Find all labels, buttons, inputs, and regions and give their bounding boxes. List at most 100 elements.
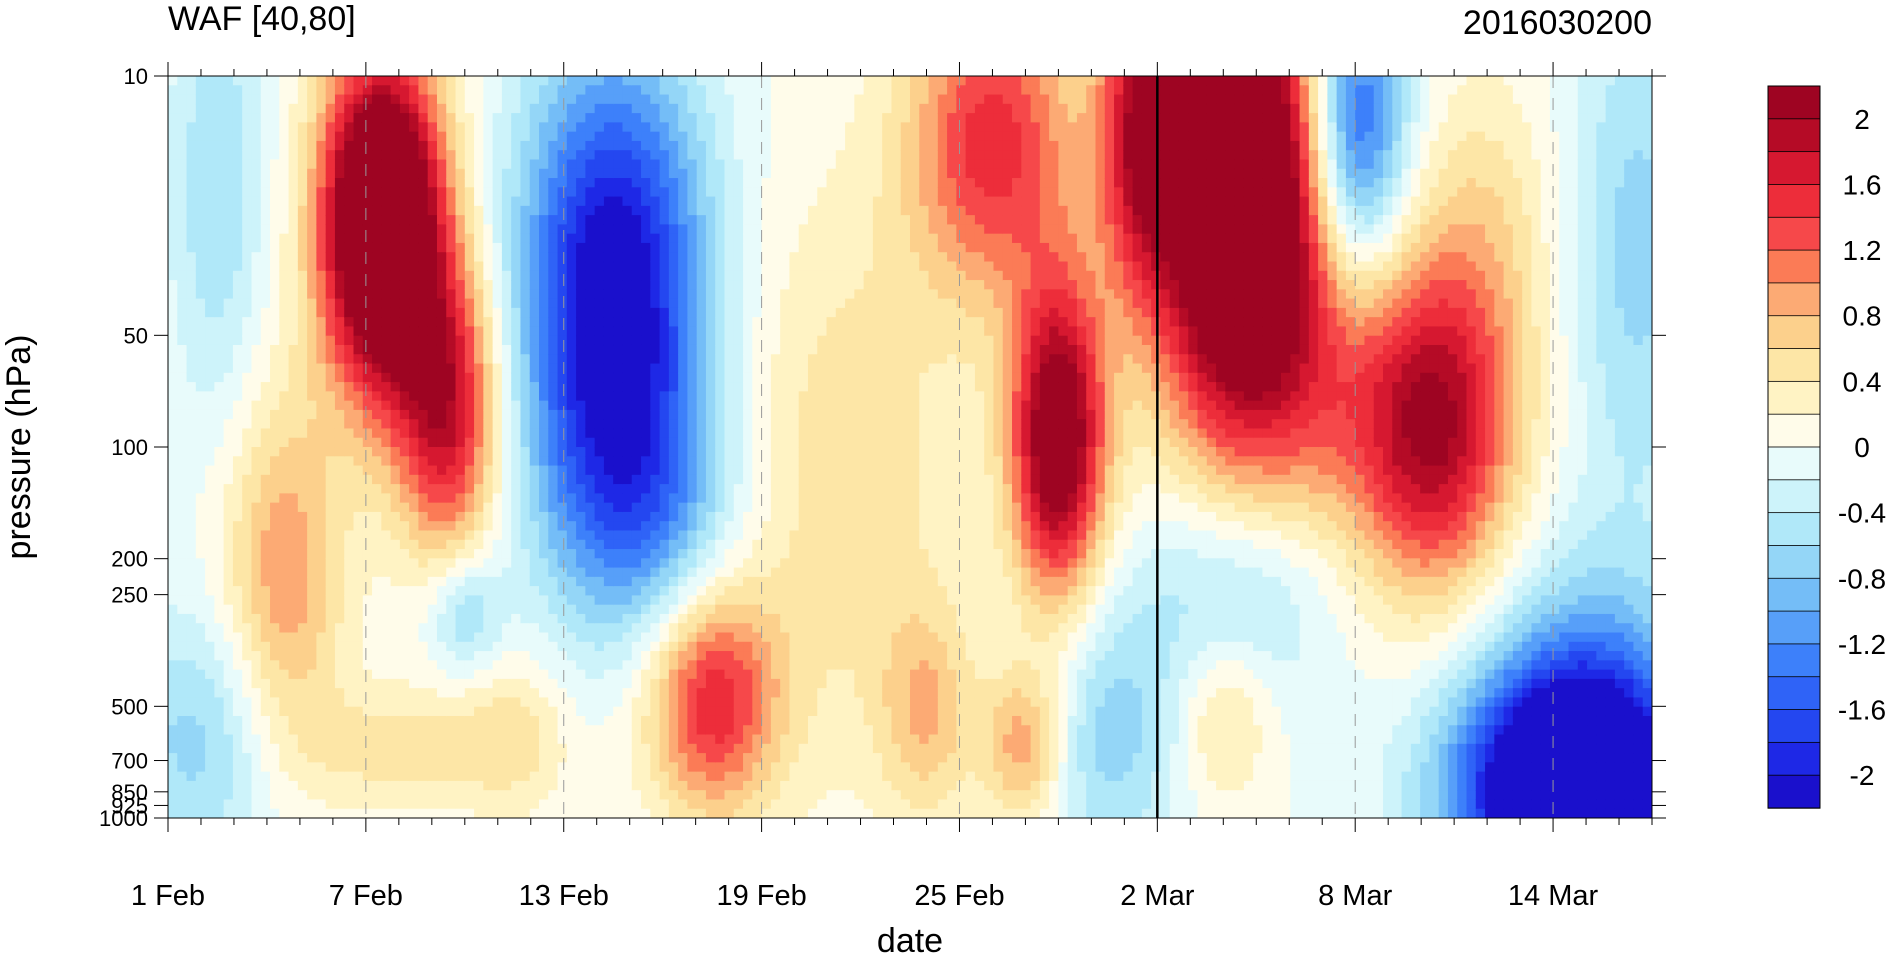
heatmap-cell (631, 576, 642, 587)
heatmap-cell (743, 326, 753, 337)
heatmap-cell (260, 511, 271, 522)
heatmap-cell (270, 335, 280, 346)
heatmap-cell (705, 242, 716, 253)
heatmap-cell (223, 539, 234, 550)
heatmap-cell (399, 233, 410, 244)
heatmap-cell (223, 456, 234, 467)
heatmap-cell (668, 196, 679, 207)
heatmap-cell (251, 196, 262, 207)
heatmap-cell (409, 493, 420, 504)
heatmap-cell (195, 697, 206, 708)
heatmap-cell (251, 261, 262, 272)
heatmap-cell (334, 678, 345, 689)
heatmap-cell (566, 706, 577, 717)
heatmap-cell (316, 539, 327, 550)
heatmap-cell (641, 456, 651, 467)
heatmap-cell (214, 150, 225, 161)
heatmap-cell (195, 298, 206, 309)
heatmap-cell (195, 335, 206, 346)
heatmap-cell (687, 734, 698, 745)
heatmap-cell (529, 215, 540, 226)
heatmap-cell (399, 595, 410, 606)
heatmap-cell (603, 549, 614, 559)
heatmap-cell (223, 753, 234, 763)
heatmap-cell (687, 280, 698, 290)
heatmap-cell (279, 808, 290, 818)
heatmap-cell (307, 261, 318, 272)
heatmap-cell (650, 140, 661, 151)
heatmap-cell (474, 76, 484, 86)
heatmap-cell (548, 372, 559, 383)
heatmap-cell (381, 261, 392, 272)
heatmap-cell (511, 539, 522, 550)
heatmap-cell (464, 131, 475, 142)
heatmap-cell (520, 549, 531, 559)
heatmap-cell (492, 669, 503, 680)
heatmap-cell (557, 289, 568, 300)
heatmap-cell (548, 511, 559, 522)
heatmap-cell (622, 196, 633, 207)
heatmap-cell (186, 549, 197, 559)
heatmap-cell (390, 428, 401, 439)
heatmap-cell (705, 697, 716, 708)
heatmap-cell (446, 317, 457, 328)
heatmap-cell (334, 641, 345, 652)
heatmap-cell (427, 233, 438, 244)
heatmap-cell (409, 437, 420, 448)
heatmap-cell (678, 780, 689, 791)
heatmap-cell (270, 660, 280, 671)
heatmap-cell (344, 753, 355, 763)
heatmap-cell (492, 215, 503, 226)
heatmap-cell (214, 502, 225, 513)
heatmap-cell (724, 521, 735, 532)
heatmap-cell (168, 298, 178, 309)
heatmap-cell (409, 604, 420, 615)
heatmap-cell (539, 289, 549, 300)
heatmap-cell (594, 261, 605, 272)
heatmap-cell (372, 150, 382, 161)
heatmap-cell (409, 660, 420, 671)
heatmap-cell (372, 493, 382, 504)
heatmap-cell (539, 808, 549, 818)
heatmap-cell (483, 344, 494, 355)
heatmap-cell (464, 242, 475, 253)
heatmap-cell (334, 94, 345, 105)
heatmap-cell (260, 576, 271, 587)
heatmap-cell (436, 484, 447, 494)
heatmap-cell (603, 660, 614, 671)
heatmap-cell (242, 178, 253, 188)
heatmap-cell (279, 651, 290, 661)
heatmap-cell (251, 168, 262, 179)
heatmap-cell (715, 178, 726, 188)
heatmap-cell (455, 270, 466, 281)
heatmap-cell (455, 780, 466, 791)
heatmap-cell (483, 799, 494, 810)
heatmap-cell (427, 261, 438, 272)
heatmap-cell (641, 103, 651, 114)
heatmap-cell (613, 103, 624, 114)
heatmap-cell (177, 150, 188, 161)
heatmap-cell (548, 613, 559, 624)
heatmap-cell (279, 168, 290, 179)
heatmap-cell (464, 474, 475, 485)
heatmap-cell (260, 317, 271, 328)
heatmap-cell (576, 790, 586, 801)
heatmap-cell (372, 539, 382, 550)
heatmap-cell (260, 187, 271, 198)
heatmap-cell (372, 567, 382, 578)
heatmap-cell (232, 799, 243, 810)
heatmap-cell (455, 539, 466, 550)
heatmap-cell (668, 753, 679, 763)
heatmap-cell (641, 140, 651, 151)
heatmap-cell (520, 604, 531, 615)
heatmap-cell (381, 447, 392, 457)
heatmap-cell (576, 344, 586, 355)
heatmap-cell (631, 326, 642, 337)
heatmap-cell (399, 94, 410, 105)
heatmap-cell (501, 697, 512, 708)
heatmap-cell (362, 298, 373, 309)
heatmap-cell (474, 688, 484, 699)
heatmap-cell (566, 372, 577, 383)
heatmap-cell (557, 187, 568, 198)
heatmap-cell (325, 697, 336, 708)
